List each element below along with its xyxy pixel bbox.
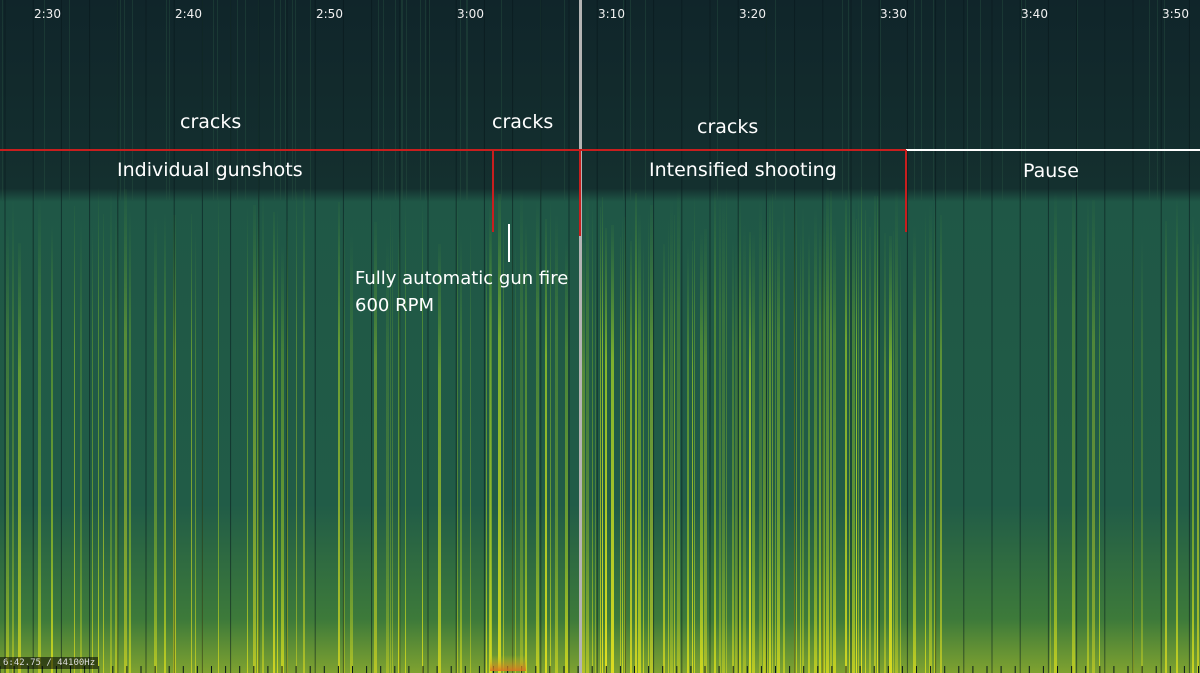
time-tick: 2:40 (175, 7, 202, 21)
time-tick: 3:30 (880, 7, 907, 21)
segment-markers (0, 149, 1200, 262)
time-tick: 2:30 (34, 7, 61, 21)
annotation-auto-fire: Fully automatic gun fire (355, 268, 569, 289)
segment-label-pause: Pause (1023, 160, 1079, 182)
time-tick: 3:40 (1021, 7, 1048, 21)
annotation-cracks: cracks (697, 116, 759, 138)
status-readout: 6:42.75 / 44100Hz (0, 657, 99, 669)
annotation-cracks: cracks (180, 111, 242, 133)
time-tick: 3:50 (1162, 7, 1189, 21)
annotation-cracks: cracks (492, 111, 554, 133)
segment-label-individual: Individual gunshots (117, 159, 303, 181)
high-energy-spot (490, 655, 526, 671)
segment-label-intensified: Intensified shooting (649, 159, 837, 181)
time-tick: 2:50 (316, 7, 343, 21)
annotation-rpm: 600 RPM (355, 295, 434, 316)
playhead (579, 0, 582, 673)
time-tick: 3:00 (457, 7, 484, 21)
time-tick: 3:20 (739, 7, 766, 21)
time-tick: 3:10 (598, 7, 625, 21)
